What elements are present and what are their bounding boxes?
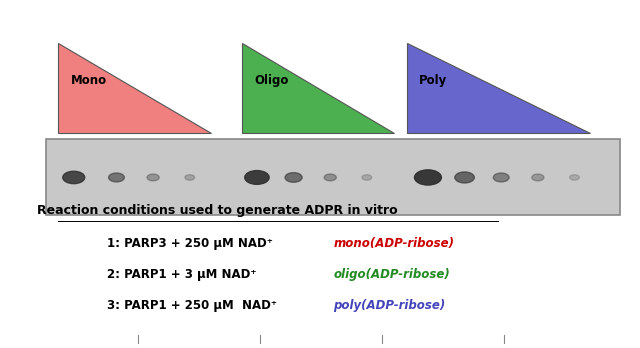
- Circle shape: [362, 175, 372, 180]
- Circle shape: [109, 173, 124, 182]
- Circle shape: [285, 173, 302, 182]
- Text: Poly: Poly: [419, 74, 447, 87]
- Circle shape: [415, 170, 442, 185]
- Circle shape: [185, 175, 195, 180]
- FancyBboxPatch shape: [46, 140, 620, 215]
- Polygon shape: [58, 43, 211, 133]
- Text: 2: PARP1 + 3 μM NAD⁺: 2: PARP1 + 3 μM NAD⁺: [108, 268, 257, 280]
- Text: oligo(ADP-ribose): oligo(ADP-ribose): [333, 268, 450, 280]
- Circle shape: [532, 174, 544, 181]
- Text: mono(ADP-ribose): mono(ADP-ribose): [333, 237, 454, 250]
- Text: Mono: Mono: [70, 74, 107, 87]
- Circle shape: [244, 171, 269, 184]
- Text: 1: PARP3 + 250 μM NAD⁺: 1: PARP3 + 250 μM NAD⁺: [108, 237, 273, 250]
- Text: 3: PARP1 + 250 μM  NAD⁺: 3: PARP1 + 250 μM NAD⁺: [108, 299, 277, 312]
- Text: Reaction conditions used to generate ADPR in vitro: Reaction conditions used to generate ADP…: [37, 204, 397, 217]
- Circle shape: [324, 174, 337, 181]
- Circle shape: [570, 175, 579, 180]
- Text: Oligo: Oligo: [254, 74, 288, 87]
- Circle shape: [455, 172, 474, 183]
- Polygon shape: [242, 43, 394, 133]
- Circle shape: [493, 173, 509, 182]
- Polygon shape: [406, 43, 589, 133]
- Circle shape: [147, 174, 159, 181]
- Text: poly(ADP-ribose): poly(ADP-ribose): [333, 299, 445, 312]
- Circle shape: [63, 171, 84, 184]
